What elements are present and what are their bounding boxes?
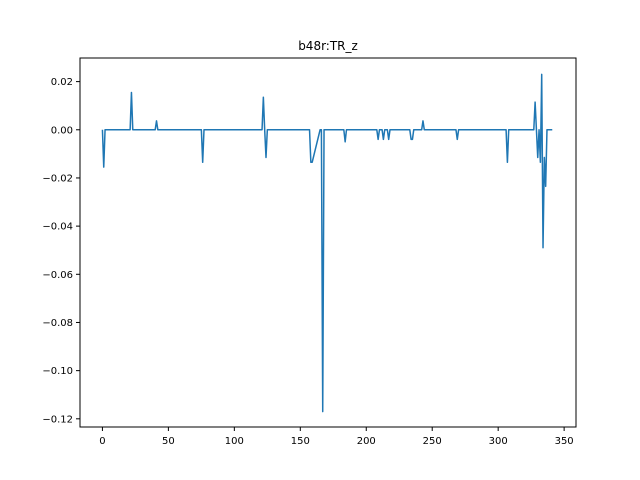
x-tick-label: 250	[423, 436, 442, 447]
plot-frame	[79, 57, 577, 428]
y-tick-label: −0.06	[42, 270, 73, 281]
x-tick-label: 50	[162, 436, 175, 447]
y-tick-label: 0.00	[51, 125, 73, 136]
y-tick-label: −0.08	[42, 318, 73, 329]
y-tick-label: 0.02	[51, 77, 73, 88]
y-tick-label: −0.04	[42, 222, 73, 233]
x-tick-label: 300	[489, 436, 508, 447]
x-tick-label: 0	[99, 436, 105, 447]
x-tick-label: 150	[291, 436, 310, 447]
x-tick-label: 350	[555, 436, 574, 447]
y-tick-label: −0.12	[42, 414, 73, 425]
series-layer	[101, 73, 553, 413]
chart-title: b48r:TR_z	[298, 39, 358, 53]
x-tick-label: 200	[357, 436, 376, 447]
plot-area	[80, 58, 576, 427]
y-tick-label: −0.10	[42, 366, 73, 377]
axes-layer: 0 50 100 150 200 250 300 350 0.02 0.00 −0.02 −0.04 −…	[42, 77, 573, 447]
series-line-0	[101, 73, 553, 413]
y-tick-label: −0.02	[42, 173, 73, 184]
x-tick-label: 100	[225, 436, 244, 447]
